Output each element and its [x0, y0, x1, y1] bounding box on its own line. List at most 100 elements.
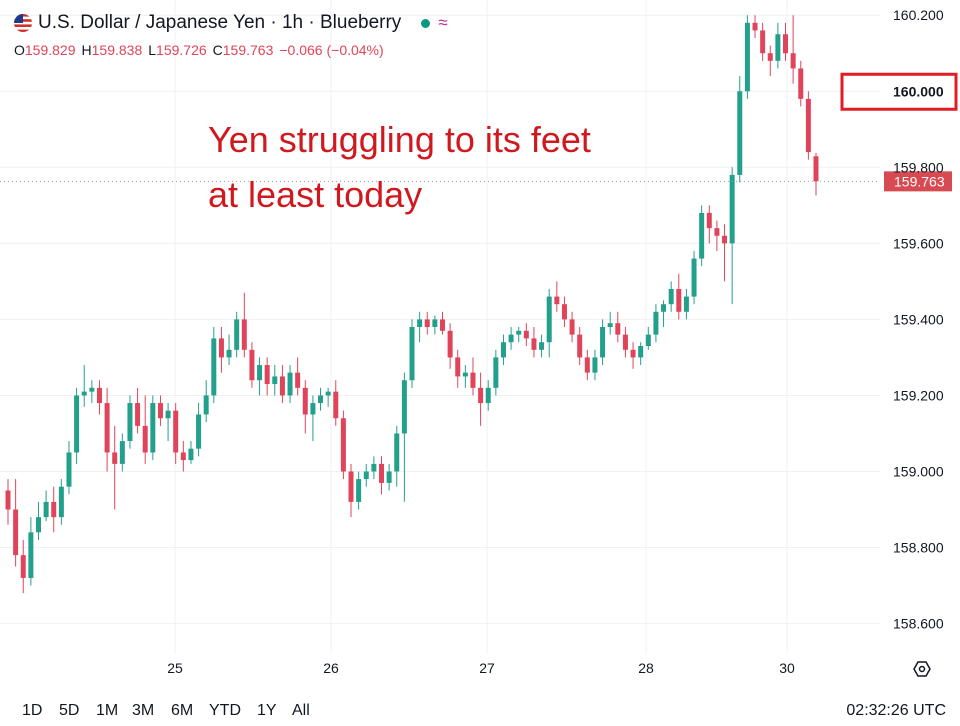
- candle: [188, 441, 194, 464]
- candle: [386, 463, 392, 491]
- symbol-title[interactable]: U.S. Dollar / Japanese Yen · 1h · Bluebe…: [38, 12, 402, 33]
- candle: [28, 517, 34, 586]
- candle-body: [371, 463, 377, 472]
- candle: [569, 311, 575, 343]
- candle-body: [584, 357, 590, 373]
- range-button[interactable]: YTD: [209, 702, 241, 719]
- symbol-title-row: U.S. Dollar / Japanese Yen · 1h · Bluebe…: [14, 12, 448, 34]
- candle: [737, 76, 743, 183]
- candle-body: [58, 486, 64, 518]
- candle: [5, 479, 11, 525]
- candle-body: [638, 346, 644, 358]
- candle-body: [318, 395, 324, 404]
- range-button[interactable]: 1Y: [257, 702, 277, 719]
- candle-body: [173, 410, 179, 453]
- candle: [531, 327, 537, 358]
- x-tick-label: 28: [638, 660, 654, 676]
- candle-body: [722, 235, 728, 244]
- candle-body: [196, 414, 202, 449]
- candle: [13, 479, 19, 567]
- candle-body: [729, 174, 735, 244]
- candle-body: [188, 448, 194, 461]
- candle: [752, 15, 758, 39]
- candle-body: [165, 410, 171, 419]
- candle-body: [744, 22, 750, 92]
- candle: [790, 15, 796, 84]
- candle: [234, 311, 240, 358]
- ohlc-value: 159.726: [156, 42, 207, 58]
- x-tick-label: 30: [779, 660, 795, 676]
- ohlc-value: −0.066 (−0.04%): [279, 42, 384, 58]
- candle: [500, 334, 506, 366]
- candle: [584, 349, 590, 381]
- candle-body: [135, 403, 141, 426]
- candle: [325, 387, 331, 407]
- range-button[interactable]: 3M: [132, 702, 155, 719]
- y-tick-label: 158.600: [893, 616, 944, 632]
- candle-body: [645, 334, 651, 347]
- candle: [196, 403, 202, 457]
- candle-body: [257, 365, 263, 381]
- candle: [813, 152, 819, 196]
- chart-annotation: Yen struggling to its feet at least toda…: [208, 119, 591, 215]
- candle-body: [409, 327, 415, 381]
- candle-body: [455, 357, 461, 377]
- candle-body: [561, 304, 567, 320]
- range-button[interactable]: 6M: [171, 702, 194, 719]
- candle: [516, 327, 522, 343]
- candle-body: [676, 288, 682, 312]
- x-tick-label: 26: [323, 660, 339, 676]
- candle-body: [630, 349, 636, 358]
- candle-body: [554, 296, 560, 305]
- candle: [257, 357, 263, 396]
- candle: [798, 60, 804, 107]
- candle: [157, 395, 163, 426]
- candle-body: [668, 288, 674, 305]
- candle: [211, 327, 217, 404]
- y-tick-label: 159.000: [893, 463, 944, 479]
- ohlc-item: L159.726: [148, 42, 206, 58]
- range-button[interactable]: All: [292, 702, 310, 719]
- candle-body: [699, 212, 705, 259]
- range-button[interactable]: 5D: [59, 702, 80, 719]
- candle-body: [539, 342, 545, 350]
- data-wave-icon: ≈: [438, 13, 448, 32]
- candle: [676, 273, 682, 320]
- range-button[interactable]: 1D: [22, 702, 43, 719]
- overlays: 159.763 160.000: [0, 72, 958, 192]
- candle: [394, 425, 400, 487]
- ohlc-item: C159.763: [213, 42, 274, 58]
- candle-body: [478, 387, 484, 404]
- candle-body: [157, 403, 163, 419]
- candle: [135, 387, 141, 434]
- candle: [295, 357, 301, 396]
- range-button[interactable]: 1M: [96, 702, 119, 719]
- candle: [96, 380, 102, 415]
- candle: [104, 387, 110, 472]
- ohlc-item: H159.838: [82, 42, 143, 58]
- candle: [607, 311, 613, 335]
- candle: [203, 380, 209, 423]
- candle: [760, 22, 766, 61]
- candle-body: [516, 330, 522, 335]
- candle: [409, 319, 415, 388]
- candle: [356, 471, 362, 510]
- candle-body: [470, 372, 476, 388]
- candle: [561, 296, 567, 327]
- candle-body: [310, 403, 316, 415]
- candle: [523, 323, 529, 347]
- candle: [363, 463, 369, 487]
- candle-body: [706, 212, 712, 229]
- candle-body: [500, 342, 506, 358]
- ohlc-value: 159.763: [222, 42, 274, 58]
- candle: [432, 315, 438, 335]
- last-price-tag: [884, 171, 952, 192]
- candle: [668, 281, 674, 312]
- candle-body: [43, 501, 49, 518]
- utc-clock[interactable]: 02:32:26 UTC: [846, 702, 946, 719]
- candle-body: [714, 228, 720, 236]
- settings-icon[interactable]: [913, 660, 931, 678]
- candle-body: [615, 323, 621, 335]
